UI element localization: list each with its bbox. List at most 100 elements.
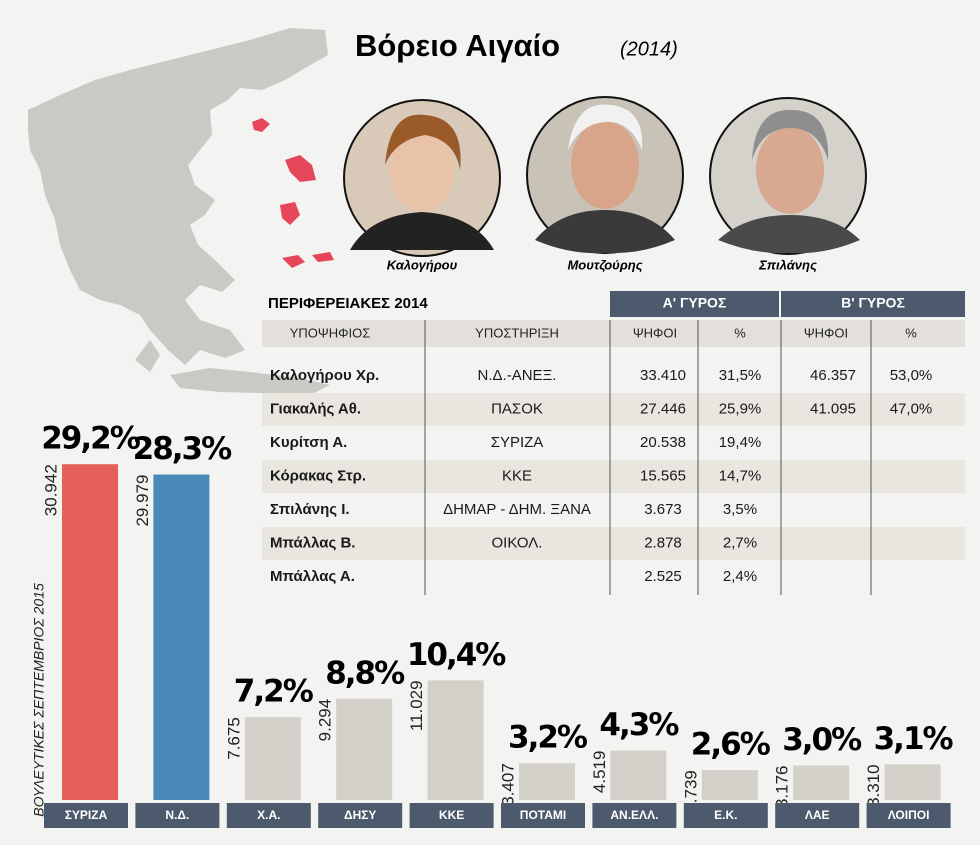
column-header: % xyxy=(734,325,746,340)
row-bg xyxy=(262,393,965,426)
bar xyxy=(427,680,484,800)
table-cell: 47,0% xyxy=(890,400,933,417)
bar xyxy=(62,464,118,800)
vote-label: 7.675 xyxy=(224,717,243,760)
table-cell: 15.565 xyxy=(640,467,686,484)
round-header: Β' ΓΥΡΟΣ xyxy=(841,295,905,311)
category-bg xyxy=(683,803,768,828)
candidate-cell: Μπάλλας Β. xyxy=(270,534,355,551)
candidate-cell: Κόρακας Στρ. xyxy=(270,467,366,484)
category-bg xyxy=(135,803,220,828)
clothes xyxy=(350,212,494,250)
table-cell: 53,0% xyxy=(890,367,933,384)
candidate-cell: Μπάλλας Α. xyxy=(270,568,355,585)
category-bg xyxy=(775,803,860,828)
map xyxy=(28,28,334,395)
table-cell: ΔΗΜΑΡ - ΔΗΜ. ΞΑΝΑ xyxy=(443,501,591,518)
candidate-cell: Κυρίτση Α. xyxy=(270,434,347,451)
table-cell: 46.357 xyxy=(810,367,856,384)
table-cell: 41.095 xyxy=(810,400,856,417)
round-header: Α' ΓΥΡΟΣ xyxy=(663,295,727,311)
table-cell: 33.410 xyxy=(640,367,686,384)
value-label: 3,1% xyxy=(874,721,954,757)
x-tick-label: ΔΗΣΥ xyxy=(344,808,377,822)
column-header: ΨΗΦΟΙ xyxy=(633,325,677,340)
table-cell: 31,5% xyxy=(719,367,762,384)
candidate-cell: Γιακαλής Αθ. xyxy=(270,400,361,417)
x-tick-label: ΣΥΡΙΖΑ xyxy=(65,808,108,822)
hair xyxy=(752,109,829,160)
table-cell: 3.673 xyxy=(644,501,682,518)
round-header-bg xyxy=(781,291,965,317)
category-bg xyxy=(44,803,128,828)
bar xyxy=(153,474,210,800)
clothes xyxy=(535,210,675,254)
table-cell: 19,4% xyxy=(719,434,762,451)
table-cell: Ν.Δ.-ΑΝΕΞ. xyxy=(478,367,557,384)
candidate-cell: Σπιλάνης Ι. xyxy=(270,501,350,518)
clothes xyxy=(718,215,860,254)
table-cell: 2.878 xyxy=(644,534,682,551)
bar xyxy=(519,763,575,800)
face xyxy=(390,128,454,212)
title: Βόρειο Αιγαίο xyxy=(355,28,560,63)
row-bg xyxy=(262,527,965,560)
photos xyxy=(343,96,867,257)
table-cell: ΚΚΕ xyxy=(502,467,532,484)
table-cell: 25,9% xyxy=(719,400,762,417)
column-header: ΥΠΟΨΗΦΙΟΣ xyxy=(290,325,371,340)
category-bg xyxy=(501,803,585,828)
candidate-name: Καλογήρου xyxy=(387,257,458,272)
row-bg xyxy=(262,460,965,493)
table-cell: 2.525 xyxy=(644,568,682,585)
value-label: 4,3% xyxy=(599,707,679,743)
face xyxy=(571,121,639,209)
value-label: 3,2% xyxy=(508,720,588,756)
bar xyxy=(793,765,850,800)
y-axis-label: ΒΟΥΛΕΥΤΙΚΕΣ ΣΕΠΤΕΜΒΡΙΟΣ 2015 xyxy=(31,583,47,817)
vote-label: 29.979 xyxy=(133,475,152,527)
candidate-name: Σπιλάνης xyxy=(758,257,817,272)
column-header-bg xyxy=(262,320,965,347)
table-cell: ΣΥΡΙΖΑ xyxy=(491,434,544,451)
candidate-cell: Καλογήρου Χρ. xyxy=(270,367,379,384)
x-tick-label: ΠΟΤΑΜΙ xyxy=(520,808,566,822)
value-label: 29,2% xyxy=(41,421,140,457)
bar xyxy=(610,750,667,800)
bar xyxy=(244,717,301,800)
map-land xyxy=(28,28,328,365)
value-label: 8,8% xyxy=(325,655,405,691)
table-cell: ΠΑΣΟΚ xyxy=(491,400,543,417)
table-cell: 3,5% xyxy=(723,501,757,518)
round-header-bg xyxy=(610,291,779,317)
category-bg xyxy=(409,803,494,828)
x-tick-label: ΛΑΕ xyxy=(805,808,830,822)
table-cell: 2,4% xyxy=(723,568,757,585)
table-cell: 2,7% xyxy=(723,534,757,551)
column-header: % xyxy=(905,325,917,340)
value-label: 3,0% xyxy=(782,722,862,758)
vote-label: 30.942 xyxy=(41,464,60,516)
x-tick-label: ΚΚΕ xyxy=(439,808,464,822)
x-tick-label: Χ.Α. xyxy=(257,808,280,822)
bar xyxy=(884,764,941,800)
map-peloponnese xyxy=(135,340,160,372)
x-tick-label: ΛΟΙΠΟΙ xyxy=(888,808,930,822)
category-bg xyxy=(318,803,403,828)
candidate-name: Μουτζούρης xyxy=(567,257,642,272)
x-tick-label: Ν.Δ. xyxy=(165,808,189,822)
table-cell: 27.446 xyxy=(640,400,686,417)
bar xyxy=(336,698,393,800)
category-bg xyxy=(592,803,677,828)
category-bg xyxy=(866,803,951,828)
x-tick-label: Ε.Κ. xyxy=(714,808,737,822)
vote-label: 4.519 xyxy=(590,751,609,794)
face xyxy=(756,126,824,214)
table-cell: 14,7% xyxy=(719,467,762,484)
table-cell: 20.538 xyxy=(640,434,686,451)
value-label: 2,6% xyxy=(691,727,771,763)
value-label: 7,2% xyxy=(234,674,314,710)
vote-label: 2.739 xyxy=(681,770,700,813)
value-label: 10,4% xyxy=(407,637,506,673)
